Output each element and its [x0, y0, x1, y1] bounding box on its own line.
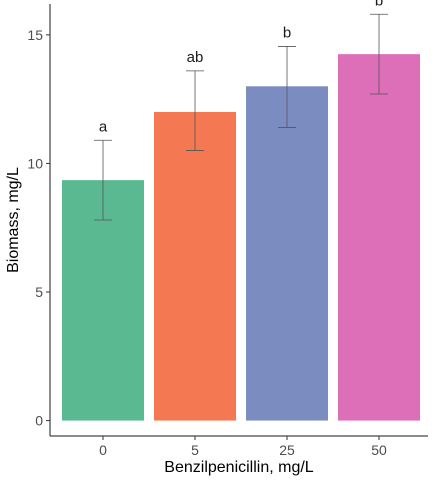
x-tick-label-25: 25 — [279, 442, 295, 458]
error-bar-50 — [370, 13, 388, 95]
significance-label-5: ab — [187, 49, 204, 66]
error-bar-0 — [94, 139, 112, 221]
error-bars-group — [94, 13, 388, 221]
x-tick-label-50: 50 — [371, 442, 387, 458]
significance-label-25: b — [283, 24, 291, 41]
y-tick-label-10: 10 — [27, 155, 43, 171]
x-tick-label-0: 0 — [99, 442, 107, 458]
y-axis-title: Biomass, mg/L — [5, 167, 22, 273]
y-tick-label-0: 0 — [35, 413, 43, 429]
bars-group — [62, 54, 420, 421]
significance-labels-group: a ab b b — [99, 0, 383, 135]
significance-label-50: b — [375, 0, 383, 9]
error-bar-25 — [278, 46, 296, 128]
y-tick-label-15: 15 — [27, 27, 43, 43]
x-axis: 0 5 25 50 — [50, 435, 428, 458]
bar-5 — [154, 112, 236, 421]
significance-label-0: a — [99, 118, 108, 135]
y-axis: 0 5 10 15 — [27, 4, 51, 436]
x-tick-label-5: 5 — [191, 442, 199, 458]
x-axis-title: Benzilpenicillin, mg/L — [164, 459, 314, 476]
error-bar-5 — [186, 70, 204, 151]
bar-50 — [338, 54, 420, 421]
bar-25 — [246, 86, 328, 421]
y-tick-label-5: 5 — [35, 284, 43, 300]
